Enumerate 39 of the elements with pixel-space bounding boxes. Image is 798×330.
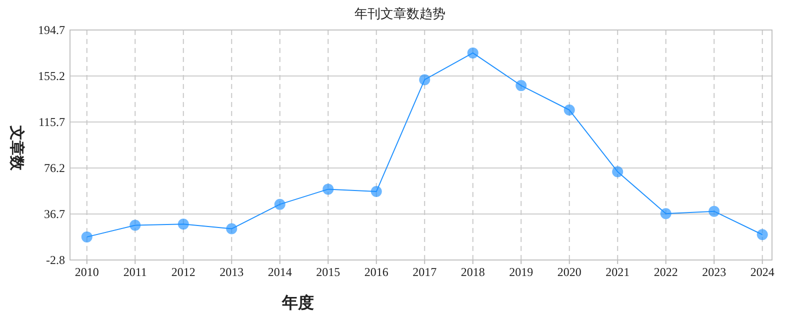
y-tick-label: 194.7 [38, 23, 65, 37]
point [516, 80, 527, 92]
point [178, 218, 189, 230]
point [274, 198, 286, 210]
point [708, 206, 720, 217]
x-tick-label: 2013 [220, 265, 244, 279]
y-tick-label: 76.2 [44, 161, 65, 175]
x-tick-label: 2012 [171, 265, 196, 279]
point [612, 166, 624, 178]
y-tick-label: 115.7 [38, 115, 65, 129]
x-tick-label: 2014 [268, 265, 292, 279]
point [660, 208, 672, 220]
x-tick-label: 2011 [123, 265, 147, 279]
point [130, 220, 141, 231]
x-tick-label: 2010 [74, 265, 99, 279]
x-tick-label: 2020 [557, 265, 582, 279]
y-tick-label: 36.7 [44, 207, 65, 221]
y-axis-title: 文章数 [8, 124, 26, 172]
point [756, 229, 768, 240]
point [564, 104, 575, 116]
x-tick-label: 2015 [316, 265, 340, 279]
point [370, 186, 382, 198]
x-tick-label: 2023 [702, 265, 726, 279]
point [81, 231, 92, 242]
x-tick-label: 2021 [606, 265, 630, 279]
y-tick-label: 155.2 [38, 69, 65, 83]
x-tick-label: 2022 [654, 265, 678, 279]
x-tick-label: 2016 [364, 265, 388, 279]
x-axis-title: 年度 [281, 293, 314, 312]
y-tick-label: -2.8 [46, 253, 65, 267]
point [467, 47, 478, 58]
point [419, 74, 430, 86]
chart-title: 年刊文章数趋势 [354, 6, 446, 21]
point [226, 223, 238, 234]
x-tick-label: 2017 [412, 265, 437, 279]
x-tick-label: 2024 [750, 265, 774, 279]
x-tick-label: 2019 [509, 265, 534, 279]
point [322, 184, 334, 195]
x-tick-label: 2018 [460, 265, 485, 279]
